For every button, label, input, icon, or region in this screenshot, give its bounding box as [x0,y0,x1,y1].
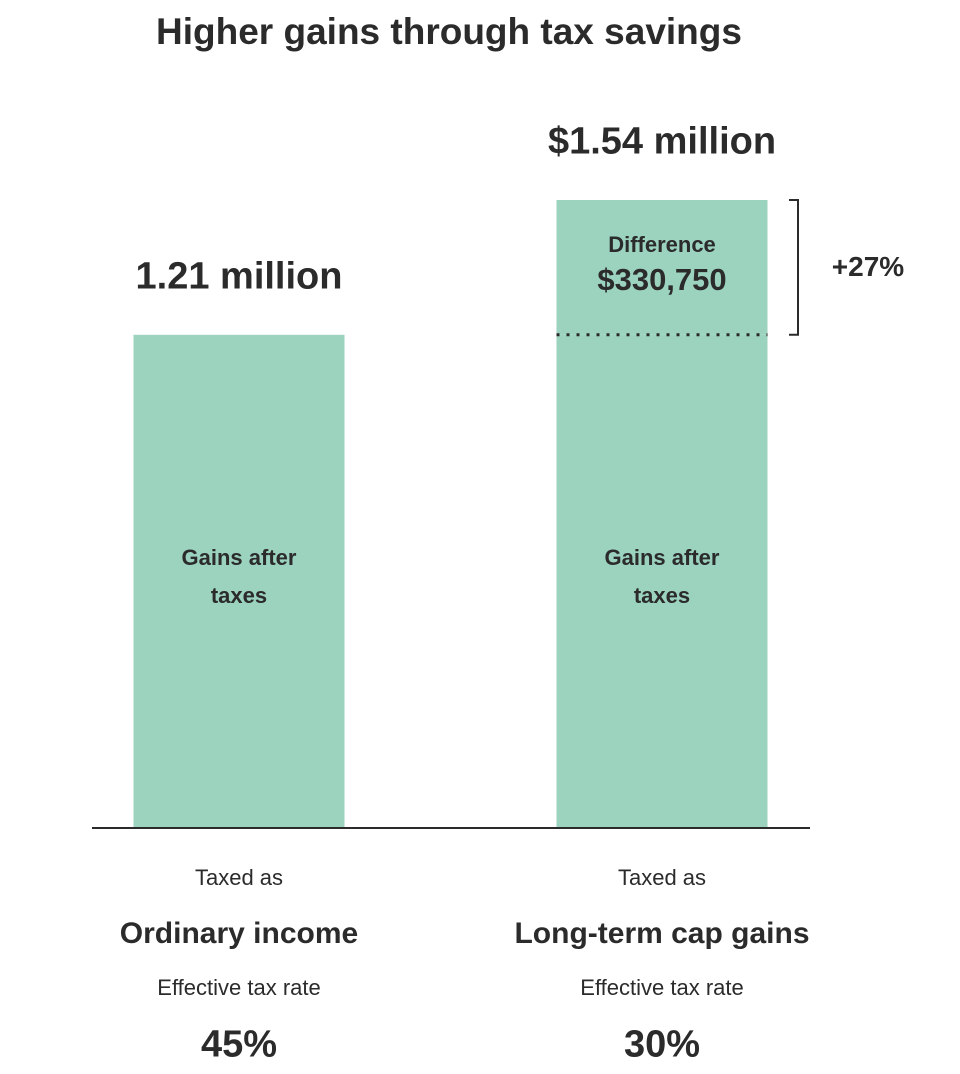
category-caption: Taxed as [617,865,707,890]
total-label: 1.21 million [135,255,343,298]
category-label: Ordinary income [119,917,359,950]
rate-caption: Effective tax rate [157,975,321,1000]
rate-label: 30% [623,1023,701,1066]
bar-segment [133,334,345,828]
category-label: Long-term cap gains [514,917,810,950]
segment-label: Gains after taxes [181,545,297,609]
segment-value-label: $330,750 [597,262,727,298]
total-label: $1.54 million [547,120,777,163]
rate-label: 45% [200,1023,278,1066]
difference-percent: +27% [831,251,905,283]
chart-title: Higher gains through tax savings [156,11,742,52]
rate-caption: Effective tax rate [580,975,744,1000]
segment-label: Difference [608,232,716,258]
segment-label: Gains after taxes [604,545,720,609]
bar-segment [556,200,768,335]
difference-bracket [789,199,799,336]
category-caption: Taxed as [194,865,284,890]
bar-segment [556,334,768,828]
